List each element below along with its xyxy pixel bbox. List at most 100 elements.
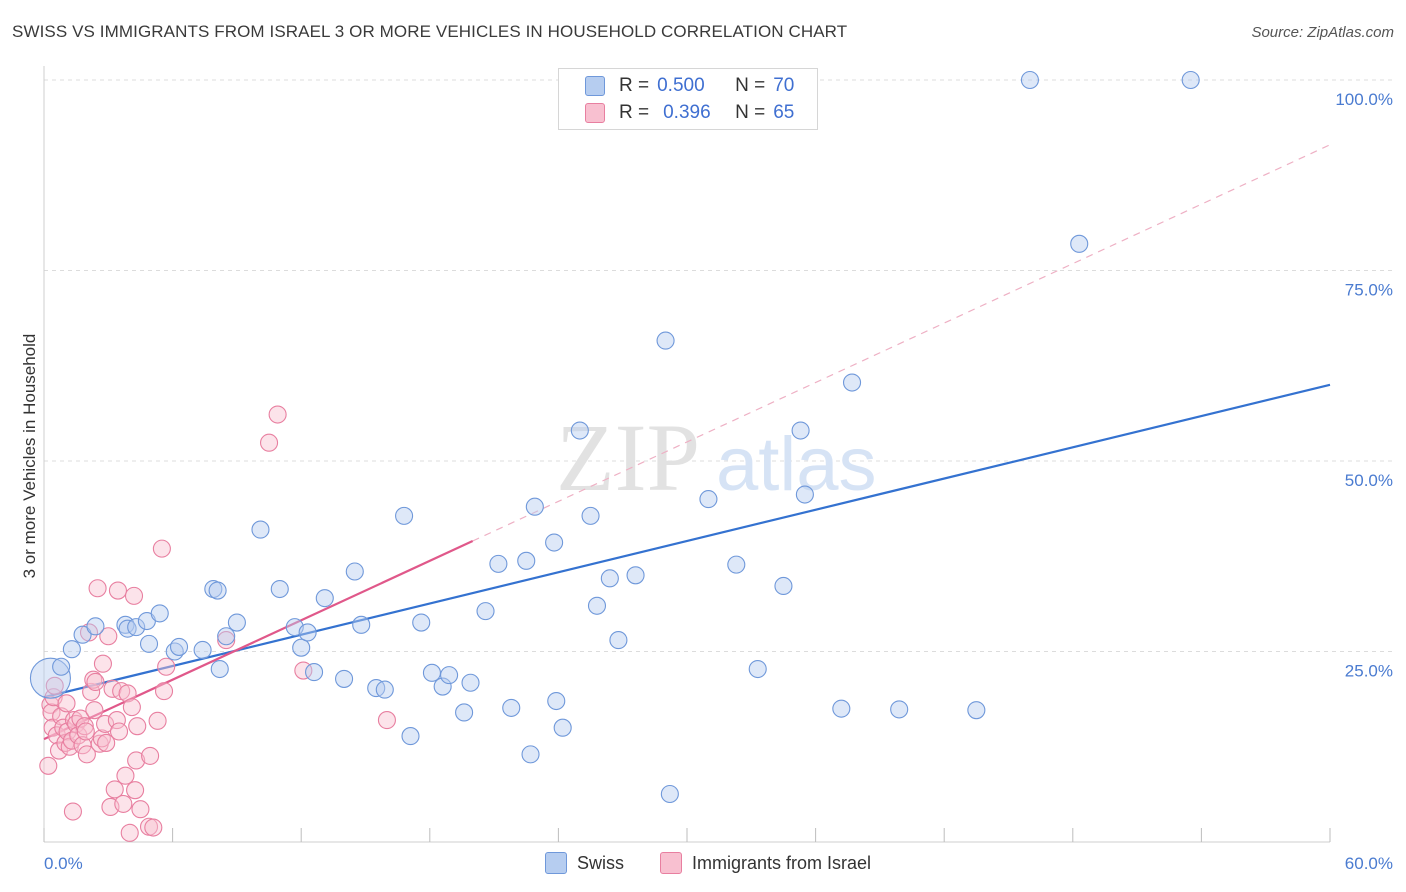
swiss-point <box>570 421 589 440</box>
swiss-swatch <box>585 76 605 96</box>
israel-point <box>141 746 160 765</box>
swiss-point <box>127 618 146 637</box>
swiss-point <box>227 613 246 632</box>
swiss-point <box>210 659 229 679</box>
israel-point <box>84 670 103 689</box>
watermark-zip: ZIP <box>556 404 700 511</box>
swiss-point <box>774 576 793 596</box>
swiss-point <box>52 657 71 676</box>
israel-point <box>63 802 82 821</box>
israel-point <box>128 717 147 736</box>
swiss-point <box>412 613 431 632</box>
legend-row-israel: R = 0.396 N = 65 <box>585 101 794 125</box>
swiss-point <box>251 520 270 539</box>
legend-israel-swatch <box>660 852 682 874</box>
swiss-point <box>401 727 420 746</box>
legend-row-swiss: R = 0.500 N = 70 <box>585 74 794 98</box>
israel-n-value: 65 <box>773 102 795 123</box>
israel-point <box>49 741 69 760</box>
y-tick-label: 100.0% <box>1335 90 1393 109</box>
swiss-point <box>545 533 564 552</box>
y-tick-label: 75.0% <box>1345 281 1393 300</box>
israel-point <box>109 722 129 741</box>
swiss-point <box>335 669 354 688</box>
israel-point <box>144 818 163 837</box>
swiss-point <box>375 680 394 699</box>
israel-point <box>97 733 116 752</box>
swiss-point <box>842 373 862 392</box>
swiss-point <box>600 569 619 588</box>
israel-trend-line <box>43 540 474 741</box>
israel-point <box>99 627 118 646</box>
israel-point <box>268 405 287 424</box>
source-label: Source: ZipAtlas.com <box>1251 24 1394 41</box>
legend-swiss-label: Swiss <box>577 852 625 873</box>
israel-point <box>152 539 171 558</box>
swiss-point <box>525 497 544 516</box>
grid-lines <box>44 79 1392 652</box>
swiss-point <box>29 657 71 699</box>
swiss-point <box>502 698 521 717</box>
israel-point <box>105 780 124 799</box>
israel-point <box>217 631 236 650</box>
israel-point <box>148 711 167 730</box>
swiss-point <box>440 666 459 685</box>
swiss-point <box>208 581 227 600</box>
israel-point <box>45 676 64 695</box>
swiss-point <box>315 589 334 608</box>
israel-r-label: R = <box>619 102 650 123</box>
israel-point <box>126 781 145 800</box>
israel-point <box>77 745 96 764</box>
swiss-point <box>547 691 566 711</box>
swiss-point <box>352 615 371 634</box>
swiss-point <box>169 637 189 656</box>
swiss-trend-line <box>43 383 1331 699</box>
swiss-point <box>345 562 364 581</box>
swiss-point <box>581 506 600 525</box>
israel-point <box>85 701 104 720</box>
swiss-point <box>1181 70 1200 90</box>
legend-swiss-swatch <box>545 852 567 874</box>
swiss-point <box>748 659 767 679</box>
israel-point <box>108 581 127 600</box>
swiss-point <box>150 604 169 623</box>
trend-lines <box>43 144 1331 741</box>
israel-points <box>39 405 396 842</box>
swiss-point <box>73 625 92 644</box>
israel-point <box>96 714 115 733</box>
chart-title: SWISS VS IMMIGRANTS FROM ISRAEL 3 OR MOR… <box>12 22 848 41</box>
swiss-point <box>832 699 851 718</box>
swiss-point <box>656 331 675 350</box>
swiss-point <box>476 602 495 621</box>
swiss-point <box>298 623 317 642</box>
israel-point <box>116 766 135 785</box>
israel-point <box>124 586 144 605</box>
swiss-point <box>1070 234 1089 253</box>
israel-point <box>120 823 139 842</box>
swiss-point <box>270 579 289 599</box>
swiss-point <box>292 638 311 657</box>
israel-r-value: 0.396 <box>663 102 711 123</box>
x-tick-label: 0.0% <box>44 854 83 873</box>
tick-labels: 25.0% 50.0% 75.0% 100.0% 0.0% 60.0% <box>44 90 1393 873</box>
swiss-point <box>609 631 628 650</box>
y-tick-label: 25.0% <box>1345 662 1393 681</box>
swiss-point <box>139 634 159 653</box>
israel-n-label: N = <box>735 102 766 123</box>
israel-point <box>75 717 94 736</box>
israel-trend-dashed <box>472 144 1331 542</box>
swiss-point <box>1020 70 1039 90</box>
israel-point <box>76 722 95 741</box>
stats-legend: R = 0.500 N = 70 R = 0.396 N = 65 <box>558 68 818 130</box>
swiss-point <box>791 421 810 440</box>
swiss-point <box>455 703 474 722</box>
swiss-point <box>62 640 81 659</box>
swiss-point <box>967 701 986 720</box>
swiss-r-value: 0.500 <box>657 75 705 96</box>
legend-item-swiss: Swiss <box>545 852 624 874</box>
swiss-point <box>461 673 480 692</box>
israel-point <box>377 711 396 730</box>
legend-israel-label: Immigrants from Israel <box>692 852 872 873</box>
swiss-point <box>727 555 746 574</box>
israel-point <box>42 703 61 722</box>
